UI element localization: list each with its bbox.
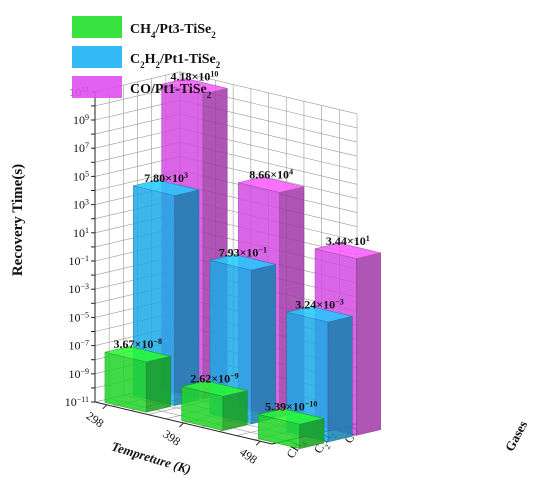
data-label: 4.18×1010 [171, 69, 219, 84]
data-label: 8.66×104 [249, 167, 293, 182]
legend-swatch [72, 46, 122, 68]
bar-side-face [222, 390, 248, 431]
bar-top-face [286, 306, 353, 323]
y-tick-label: 105 [73, 169, 89, 184]
data-label: 2.62×10−9 [190, 371, 238, 386]
y-tick-label: 103 [73, 197, 89, 212]
bar-top-face [181, 380, 248, 397]
bar-CH4-498 [258, 408, 325, 450]
value-labels: 3.67×10−8 2.62×10−9 5.39×10−10 7.80×103 7.93… [114, 69, 370, 414]
bar-side-face [145, 355, 171, 413]
bar-side-face [327, 315, 353, 443]
data-label: 5.39×10−10 [265, 399, 317, 414]
bar-top-face [314, 242, 381, 259]
bar-C2H2-498 [286, 306, 353, 443]
x-tick-label: 498 [237, 445, 260, 467]
bar-side-face [356, 252, 381, 436]
y-axis-title: Recovery Time(s) [10, 164, 26, 276]
y-tick-label: 10−11 [65, 395, 89, 410]
x-tick-label: 298 [84, 409, 107, 431]
bar-top-face [209, 254, 276, 271]
bar-top-face [161, 78, 228, 95]
bar-top-face [133, 179, 199, 196]
bar-CH4-398 [181, 380, 248, 431]
bar-top-face [238, 176, 305, 193]
y-tick-label: 10−3 [68, 282, 89, 297]
y-tick-label: 10−5 [68, 310, 89, 325]
data-label: 7.93×10−1 [219, 245, 267, 260]
x-tick-label: 398 [160, 427, 183, 449]
legend: CH4/Pt3-TiSe2 C2H2/Pt1-TiSe2 CO/Pt1-TiSe2 [72, 16, 221, 100]
y-tick-label: 107 [73, 141, 89, 156]
bar-CH4-298 [104, 346, 171, 413]
x-tick [179, 422, 184, 428]
legend-label: CH4/Pt3-TiSe2 [130, 22, 216, 40]
data-label: 3.24×10−3 [295, 297, 343, 312]
bar-top-face [258, 408, 325, 425]
legend-swatch [72, 16, 122, 38]
data-label: 7.80×103 [144, 170, 188, 185]
data-label: 3.44×101 [326, 233, 370, 248]
legend-label: C2H2/Pt1-TiSe2 [130, 52, 221, 70]
x-axis-title: Tempreture (K) [110, 439, 193, 477]
legend-swatch [72, 76, 122, 98]
y-tick-label: 10−7 [68, 338, 89, 353]
x-tick [102, 404, 108, 410]
bars [104, 78, 381, 450]
y-tick-label: 10−1 [68, 254, 89, 269]
y-tick-label: 101 [73, 225, 89, 240]
bar-top-face [104, 346, 171, 363]
bar-front-face [104, 351, 147, 413]
x-tick [255, 440, 261, 446]
y-tick-label: 10−9 [68, 366, 89, 381]
data-label: 3.67×10−8 [114, 337, 162, 352]
z-axis-title: Gases [502, 418, 531, 454]
y-tick-label: 109 [73, 113, 89, 128]
legend-label: CO/Pt1-TiSe2 [130, 82, 212, 100]
